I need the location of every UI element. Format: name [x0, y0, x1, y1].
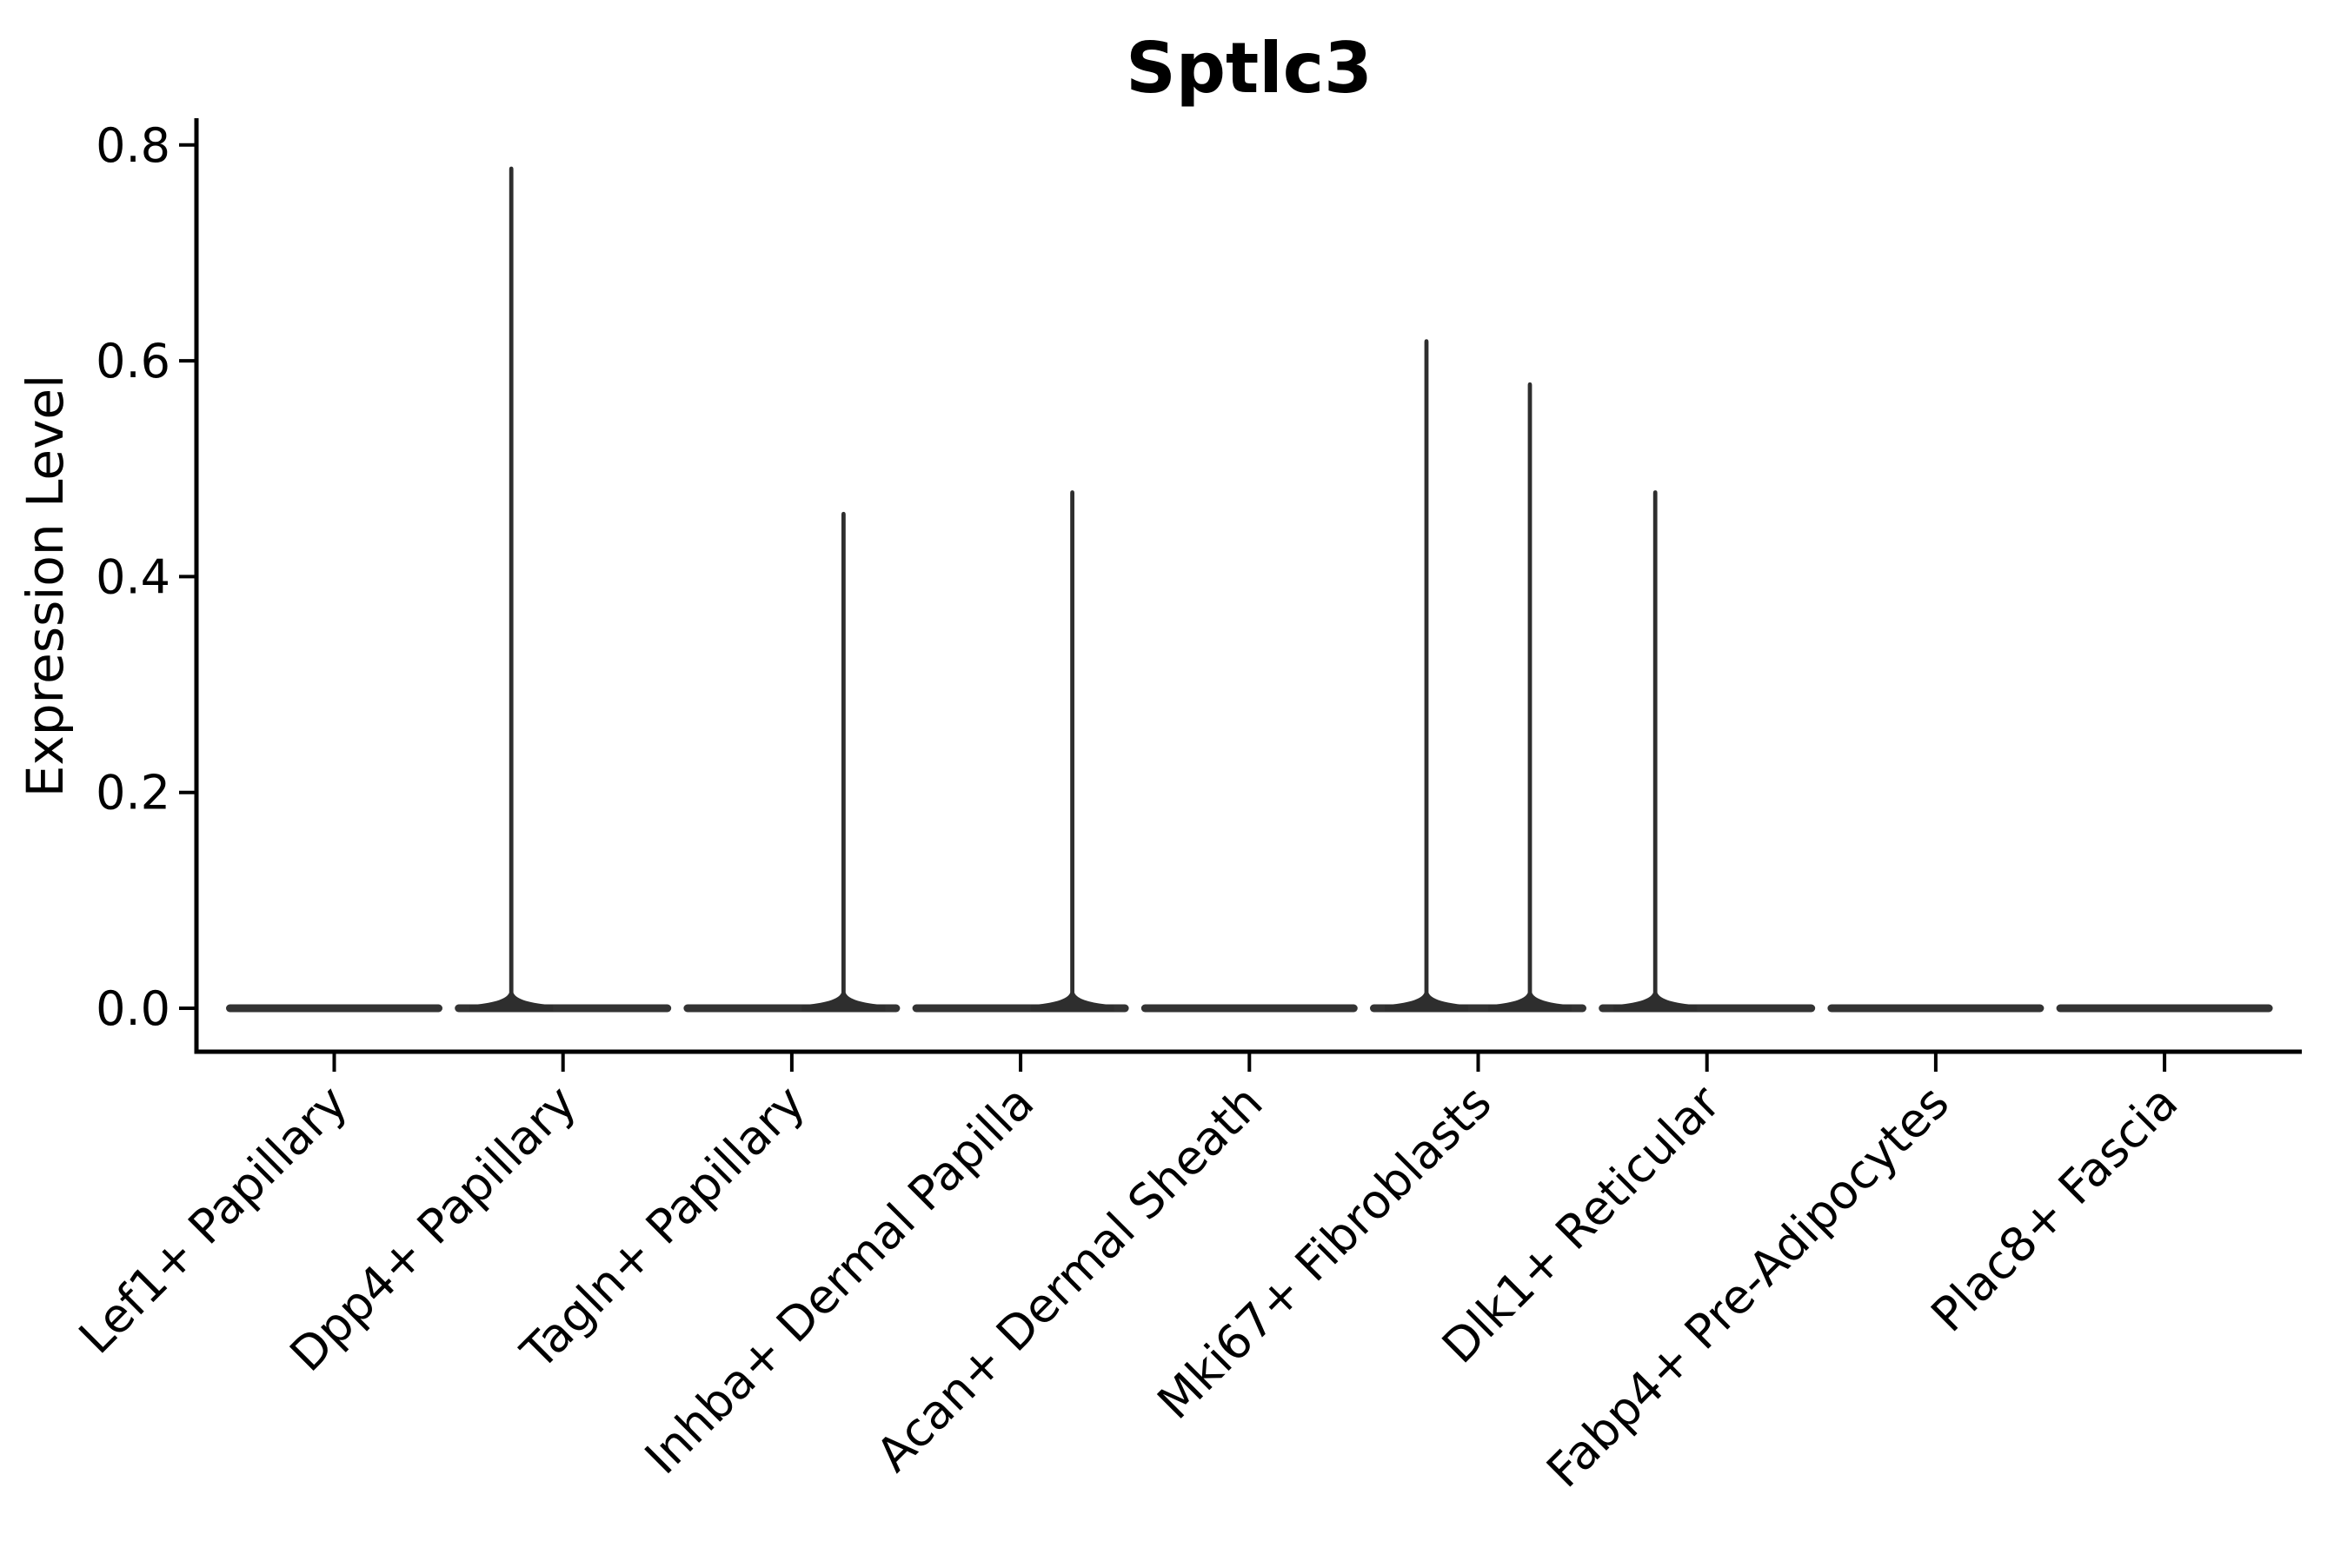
x-tick-label: Acan+ Dermal Sheath: [866, 1075, 1273, 1482]
y-axis-ticks: 0.0 0.2 0.4 0.6 0.8: [96, 118, 196, 1036]
x-tick-label: Plac8+ Fascia: [1921, 1075, 2189, 1343]
y-tick-label: 0.2: [96, 766, 170, 821]
violin-density-spike: [1488, 382, 1572, 1012]
y-tick-label: 0.4: [96, 549, 170, 604]
violin-density-spike: [1030, 490, 1114, 1012]
y-tick-label: 0.6: [96, 334, 170, 389]
y-tick-label: 0.8: [96, 118, 170, 173]
y-tick-label: 0.0: [96, 981, 170, 1036]
violin-density-spike: [1613, 490, 1698, 1012]
violins-group: [226, 166, 2273, 1013]
x-tick-label: Fabp4+ Pre-Adipocytes: [1536, 1075, 1959, 1498]
plot-title: Sptlc3: [1126, 28, 1373, 109]
violin-density-spike: [469, 166, 554, 1012]
y-axis-label: Expression Level: [16, 375, 75, 797]
x-tick-label: Inhba+ Dermal Papilla: [635, 1075, 1044, 1485]
violin-density-spike: [801, 511, 886, 1012]
violin-density-spike: [1385, 339, 1468, 1012]
